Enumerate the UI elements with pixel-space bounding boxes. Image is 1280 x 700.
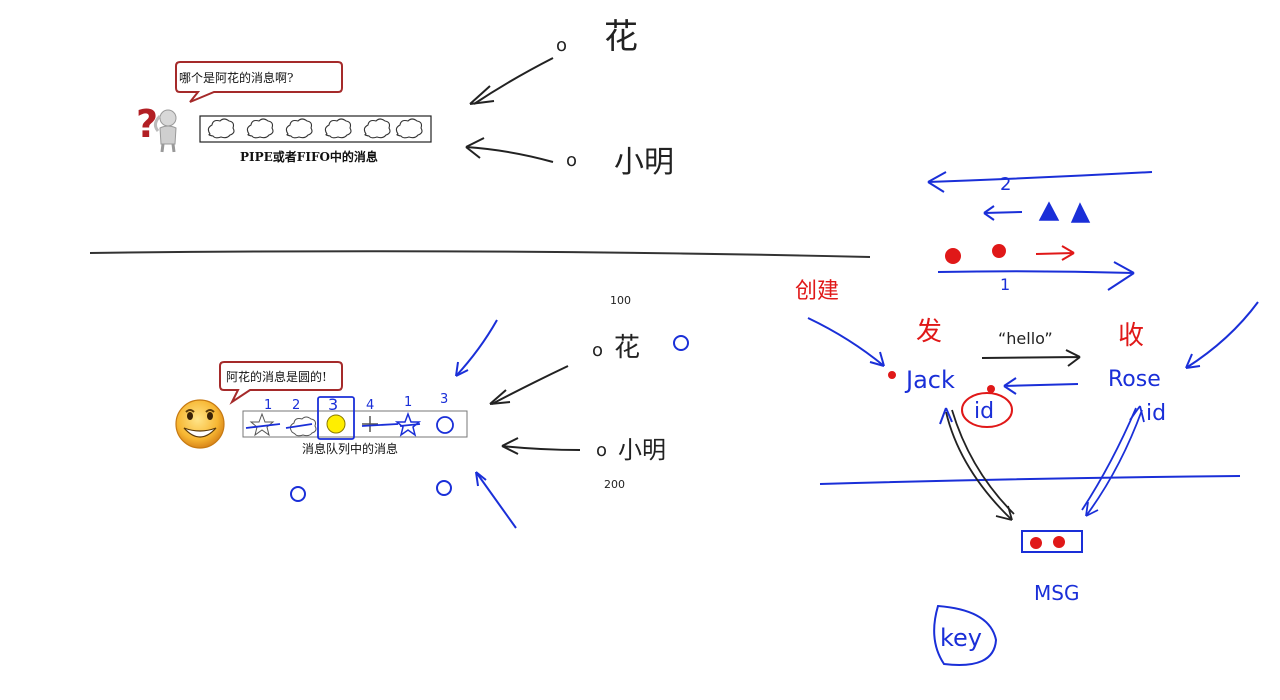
bottom-sender2-priority: 200 bbox=[604, 478, 625, 491]
slot-number: 3 bbox=[328, 395, 338, 414]
reply-arrow bbox=[1003, 377, 1079, 395]
bottom-sender-name: 花 bbox=[614, 333, 640, 363]
slot-number: 1 bbox=[404, 395, 412, 410]
rose-msg-arrows bbox=[1081, 405, 1145, 517]
create-arrow bbox=[807, 317, 885, 367]
kernel-divider bbox=[819, 475, 1241, 485]
slot-numbers: 1 2 3 4 1 3 bbox=[264, 392, 448, 414]
slot-number: 4 bbox=[366, 398, 374, 413]
top-scene: 哪个是阿花的消息啊? ? PIPE或者FIFO中的消息 o 花 bbox=[136, 17, 674, 180]
bottom-sender2-marker: o bbox=[596, 440, 607, 461]
bottom-arrow-2-head bbox=[501, 437, 519, 455]
bottom-sender2-name: 小明 bbox=[618, 436, 666, 464]
divider-line bbox=[89, 250, 871, 258]
top-sender-name: 花 bbox=[604, 17, 638, 57]
cross-message-icon bbox=[362, 416, 378, 432]
arrow-1-right bbox=[937, 261, 1135, 291]
top-speech-bubble: 哪个是阿花的消息啊? bbox=[175, 61, 343, 103]
cloud-message bbox=[246, 118, 274, 139]
blue-triangle-icon bbox=[1070, 202, 1091, 223]
rose-process-label: Rose bbox=[1108, 367, 1161, 392]
top-sender2-name: 小明 bbox=[614, 145, 674, 180]
top-arrow-2 bbox=[465, 146, 554, 163]
blue-triangle-icon bbox=[1038, 201, 1060, 221]
bottom-caption: 消息队列中的消息 bbox=[302, 441, 398, 456]
cloud-message-icon bbox=[289, 416, 317, 437]
pipe-box: PIPE或者FIFO中的消息 bbox=[199, 115, 432, 164]
top-sender2-marker: o bbox=[566, 150, 577, 171]
send-label: 发 bbox=[916, 317, 942, 347]
arrow-2-left bbox=[927, 171, 1153, 193]
top-bubble-text: 哪个是阿花的消息啊? bbox=[179, 70, 293, 85]
blue-message-arrow bbox=[983, 205, 1023, 221]
bottom-arrow-2 bbox=[501, 445, 581, 451]
jack-msg-arrows bbox=[945, 409, 1015, 521]
cloud-messages bbox=[207, 118, 423, 139]
blue-circle-mark bbox=[673, 335, 689, 351]
arrow-2-number: 2 bbox=[1000, 174, 1011, 195]
bottom-arrow-1-head bbox=[489, 389, 511, 405]
cloud-message bbox=[363, 118, 391, 139]
queue-box: 消息队列中的消息 bbox=[242, 410, 468, 456]
slot-number: 3 bbox=[440, 392, 448, 407]
top-arrow-1 bbox=[473, 57, 554, 105]
jack-id-label: id bbox=[974, 399, 994, 424]
bottom-arrow-1 bbox=[491, 365, 569, 405]
key-label: key bbox=[940, 624, 982, 652]
top-arrow-1-head bbox=[469, 85, 495, 105]
arrow-1-number: 1 bbox=[1000, 275, 1010, 294]
cloud-message bbox=[395, 118, 423, 139]
blue-sketch-arrows bbox=[290, 319, 517, 529]
queue-annotations bbox=[245, 396, 454, 440]
red-dot-icon bbox=[945, 248, 961, 264]
hello-arrow bbox=[981, 349, 1081, 367]
star-message-icon bbox=[249, 412, 275, 437]
msg-red-dot-icon bbox=[1053, 536, 1065, 548]
create-label: 创建 bbox=[795, 279, 839, 304]
confused-figure-icon: ? bbox=[136, 102, 177, 153]
jack-process-label: Jack bbox=[904, 366, 955, 394]
red-dot-icon bbox=[992, 244, 1006, 258]
cloud-message bbox=[207, 118, 235, 139]
top-caption: PIPE或者FIFO中的消息 bbox=[240, 149, 378, 164]
slot-number: 1 bbox=[264, 398, 272, 413]
top-sender-marker: o bbox=[556, 35, 567, 56]
msg-red-dot-icon bbox=[1030, 537, 1042, 549]
rose-id-label: id bbox=[1146, 401, 1166, 426]
top-arrow-2-head bbox=[465, 137, 485, 159]
jack-id-circle bbox=[961, 392, 1013, 428]
top-sender-priority: 100 bbox=[610, 294, 631, 307]
cloud-message bbox=[285, 118, 313, 139]
smiley-icon bbox=[175, 399, 225, 449]
svg-text:?: ? bbox=[136, 102, 158, 146]
bottom-bubble-text: 阿花的消息是圆的! bbox=[226, 369, 327, 384]
cloud-message bbox=[324, 118, 352, 139]
blue-star-message-icon bbox=[394, 411, 422, 437]
slot-number: 2 bbox=[292, 398, 300, 413]
msg-label: MSG bbox=[1034, 581, 1079, 605]
red-message-dots bbox=[945, 244, 1075, 264]
blue-triangle-messages bbox=[1038, 201, 1091, 223]
ipc-diagram: 2 1 创建 发 收 “hello” bbox=[795, 171, 1259, 666]
bottom-scene: 阿花的消息是圆的! 消息队列中的消息 bbox=[175, 294, 689, 529]
jack-red-dot bbox=[888, 371, 896, 379]
bottom-speech-bubble: 阿花的消息是圆的! bbox=[219, 361, 343, 405]
receive-label: 收 bbox=[1118, 321, 1144, 351]
bottom-sender-marker: o bbox=[592, 340, 603, 361]
message-label: “hello” bbox=[998, 329, 1053, 348]
circle-message-icon bbox=[326, 414, 346, 434]
rose-incoming-arrow bbox=[1185, 301, 1259, 369]
key-circle bbox=[933, 604, 998, 666]
